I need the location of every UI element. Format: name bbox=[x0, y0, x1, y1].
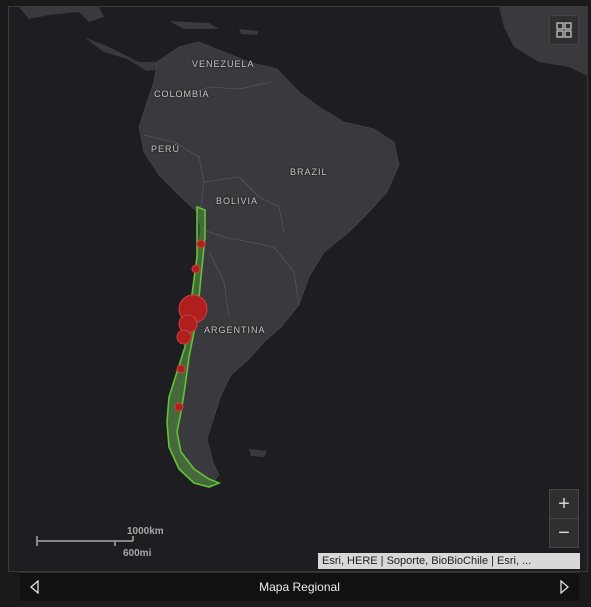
map-canvas[interactable] bbox=[9, 7, 588, 572]
label-brazil: BRAZIL bbox=[290, 167, 328, 177]
basemap-gallery-icon bbox=[556, 22, 572, 38]
scale-mi-label: 600mi bbox=[123, 548, 152, 559]
marker-medium[interactable] bbox=[176, 329, 192, 345]
scale-bar: 1000km 600mi bbox=[35, 525, 164, 559]
marker-south-2[interactable] bbox=[174, 402, 184, 412]
right-arrow-icon[interactable] bbox=[557, 580, 571, 594]
map-footer: Mapa Regional bbox=[20, 572, 579, 601]
scale-km-label: 1000km bbox=[127, 526, 164, 537]
label-venezuela: VENEZUELA bbox=[192, 59, 255, 69]
map-attribution[interactable]: Esri, HERE | Soporte, BioBioChile | Esri… bbox=[318, 553, 580, 569]
marker-north-2[interactable] bbox=[191, 264, 201, 274]
basemap-gallery-button[interactable] bbox=[549, 15, 579, 45]
zoom-controls: + − bbox=[549, 489, 579, 548]
map-frame: VENEZUELA COLOMBIA PERÚ BRAZIL BOLIVIA A… bbox=[8, 6, 588, 572]
incident-markers[interactable] bbox=[174, 239, 208, 412]
label-peru: PERÚ bbox=[151, 144, 181, 154]
label-bolivia: BOLIVIA bbox=[216, 196, 259, 206]
caribbean-islands bbox=[169, 21, 259, 35]
central-america-landmass bbox=[19, 7, 159, 71]
label-colombia: COLOMBIA bbox=[154, 89, 210, 99]
falkland-islands bbox=[249, 449, 267, 457]
marker-north-1[interactable] bbox=[196, 239, 206, 249]
zoom-out-button[interactable]: − bbox=[550, 518, 578, 547]
zoom-in-button[interactable]: + bbox=[558, 493, 570, 515]
south-america-landmass bbox=[138, 41, 400, 488]
country-borders bbox=[143, 81, 300, 318]
label-argentina: ARGENTINA bbox=[204, 325, 266, 335]
left-arrow-icon[interactable] bbox=[28, 580, 42, 594]
scale-bar-line bbox=[36, 536, 134, 546]
footer-title: Mapa Regional bbox=[259, 580, 340, 594]
marker-south-1[interactable] bbox=[176, 364, 186, 374]
